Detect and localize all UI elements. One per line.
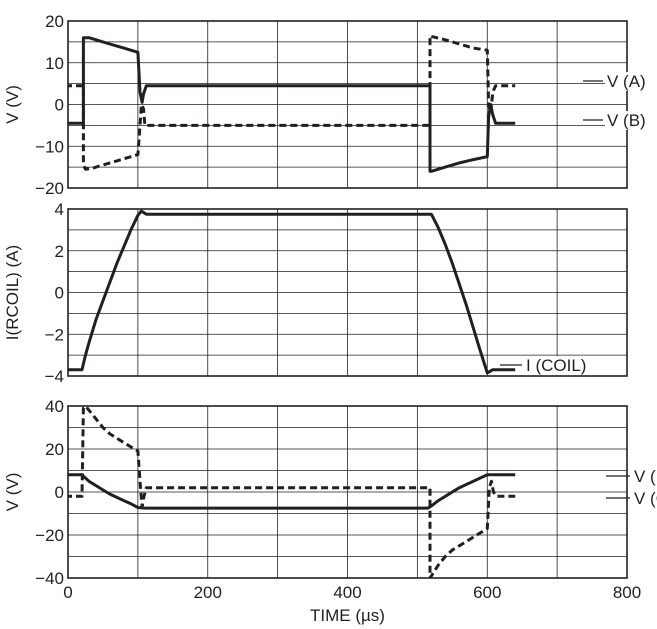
grid-panel-2 [68,209,627,376]
y-tick-label: 20 [45,12,64,31]
series-line-i-coil [68,209,516,375]
series-group-2 [68,209,516,375]
y-axis-label: V (V) [3,85,22,124]
series-label-bg [605,111,648,130]
x-tick-label: 400 [333,583,361,602]
series-label: V (A) [607,72,646,91]
plot-frame-1 [67,20,628,189]
series-label-bg [524,356,589,375]
x-tick-label: 200 [194,583,222,602]
series-label: V (B) [607,111,646,130]
series-line-v-a [68,34,516,171]
y-tick-label: 10 [45,54,64,73]
y-tick-label: 20 [45,440,64,459]
y-tick-label: −4 [45,367,64,386]
series-label-bg [605,72,648,91]
series-label: V (RSENSE) [634,467,657,486]
plot-frame-3 [67,405,628,579]
series-line-v-b [68,36,516,173]
y-tick-label: 4 [55,200,64,219]
panel-2: 4 2 0 −2 −4 I(RCOIL) (A) I (COIL) [3,200,628,386]
y-tick-label: −40 [35,569,64,588]
x-tick-label: 0 [63,583,72,602]
series-group-3 [68,406,516,578]
y-tick-label: 2 [55,242,64,261]
series-line-v-rsense [68,473,516,510]
series-label: V (COIL) [634,489,657,508]
y-tick-label: −2 [45,325,64,344]
y-axis-label: V (V) [3,473,22,512]
series-label: I (COIL) [526,356,586,375]
y-axis-label: I(RCOIL) (A) [3,245,22,340]
x-tick-label: 600 [473,583,501,602]
y-tick-label: 0 [55,284,64,303]
grid-panel-1 [68,21,627,188]
y-tick-label: 0 [55,96,64,115]
grid-panel-3 [68,406,627,578]
plot-frame-2 [67,208,628,377]
y-tick-label: −20 [35,179,64,198]
y-tick-label: 40 [45,397,64,416]
series-label-bg [632,467,657,486]
series-group-1 [68,34,516,173]
x-tick-label: 800 [613,583,641,602]
y-tick-label: −20 [35,526,64,545]
y-tick-label: −10 [35,137,64,156]
series-label-bg [632,489,657,508]
x-axis-label: TIME (µs) [310,606,385,625]
panel-1: 20 10 0 −10 −20 V (V) V (A) V (B) [3,12,648,198]
y-tick-label: 0 [55,483,64,502]
